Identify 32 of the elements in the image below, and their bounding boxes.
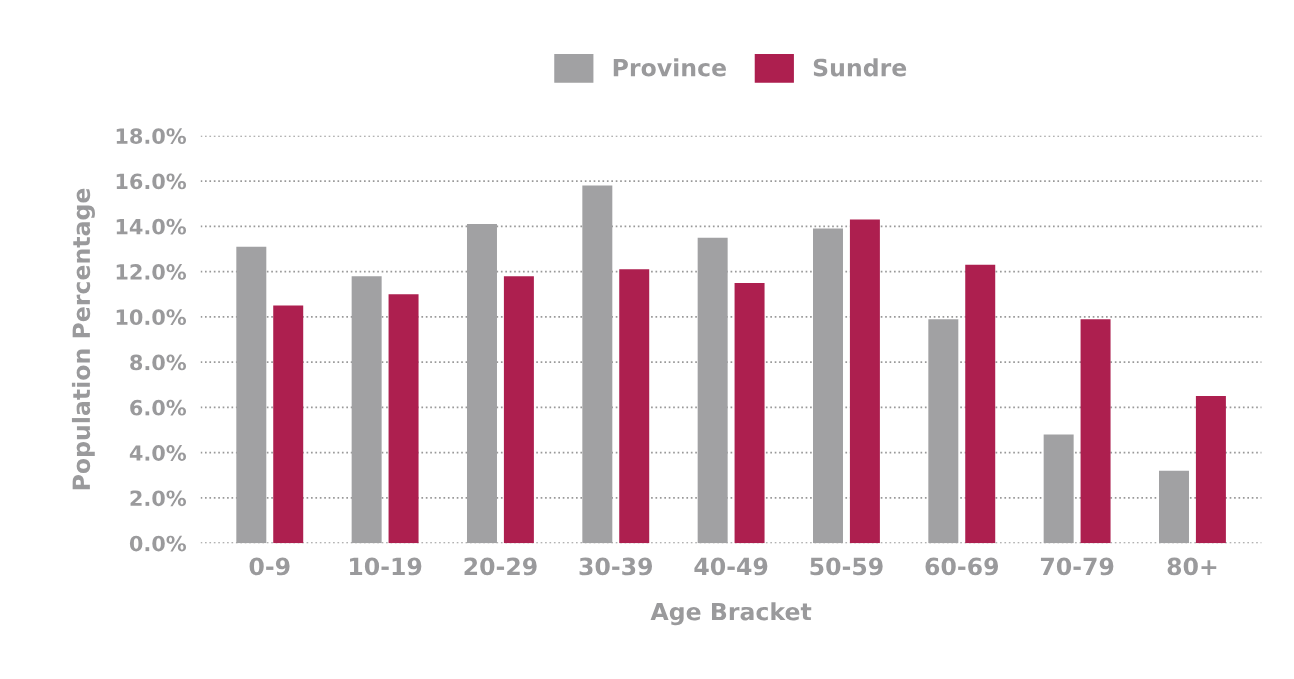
y-tick-label: 16.0%	[116, 173, 187, 190]
x-tick-label: 80+	[1167, 557, 1217, 576]
y-tick-label: 6.0%	[130, 399, 187, 416]
x-tick-label: 10-19	[350, 557, 422, 576]
bar	[503, 276, 534, 544]
x-tick-label: 20-29	[464, 557, 537, 576]
y-tick-label: 4.0%	[129, 445, 187, 461]
y-tick-label: 0.0%	[129, 535, 187, 552]
y-axis-title: Population Percentage	[71, 188, 95, 490]
x-tick-label: 60-69	[925, 557, 999, 576]
y-tick-label: 10.0%	[116, 309, 187, 326]
bar	[619, 269, 650, 544]
x-tick-label: 50-59	[810, 557, 883, 576]
bar	[1080, 319, 1111, 544]
y-tick-label: 18.0%	[116, 128, 187, 145]
bar	[965, 264, 996, 544]
x-axis-title: Age Bracket	[650, 602, 812, 626]
y-tick-label: 8.0%	[130, 354, 187, 371]
y-tick-label: 12.0%	[116, 264, 187, 280]
x-tick-label: 40-49	[694, 557, 768, 576]
legend-label: Province	[613, 58, 726, 77]
legend-label: Sundre	[813, 58, 907, 77]
bar	[388, 294, 419, 544]
bar	[273, 305, 304, 544]
x-tick-label: 0-9	[249, 557, 290, 576]
y-tick-label: 2.0%	[130, 490, 187, 507]
y-tick-label: 14.0%	[116, 218, 187, 235]
bar	[734, 282, 765, 544]
x-tick-label: 30-39	[579, 557, 653, 576]
bar	[1195, 396, 1226, 544]
bar	[849, 219, 880, 544]
x-tick-label: 70-79	[1040, 557, 1114, 576]
